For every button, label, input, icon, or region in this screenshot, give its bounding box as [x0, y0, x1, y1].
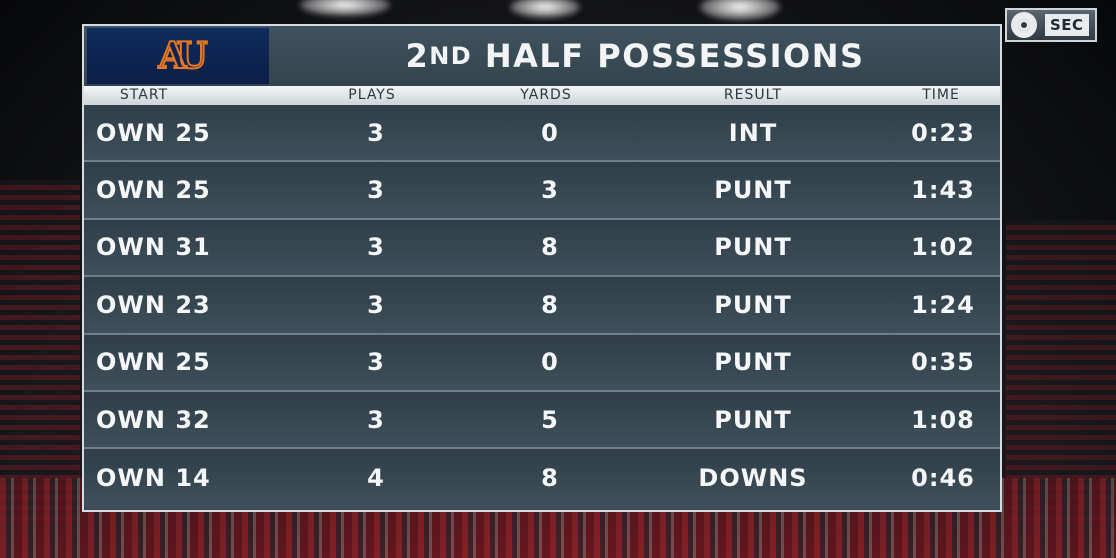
title-bar: AU 2 ND HALF POSSESSIONS — [84, 26, 1000, 86]
time-cell: 1:43 — [911, 176, 975, 205]
yards-cell: 8 — [541, 290, 559, 319]
time-cell: 1:08 — [911, 405, 975, 434]
start-cell: OWN 25 — [96, 348, 211, 377]
time-cell: 0:35 — [911, 348, 975, 377]
column-header-result: RESULT — [723, 87, 783, 103]
team-logo-text: AU — [157, 34, 208, 78]
stadium-light-flare — [300, 0, 390, 16]
start-cell: OWN 25 — [96, 176, 211, 205]
title-main: HALF POSSESSIONS — [484, 37, 865, 75]
crowd-left — [0, 180, 80, 520]
start-cell: OWN 32 — [96, 405, 211, 434]
yards-cell: 8 — [541, 233, 559, 262]
result-cell: PUNT — [714, 233, 792, 262]
plays-cell: 3 — [367, 233, 385, 262]
plays-cell: 3 — [367, 348, 385, 377]
result-cell: INT — [728, 118, 778, 147]
time-cell: 0:23 — [911, 118, 975, 147]
time-cell: 1:02 — [911, 233, 975, 262]
yards-cell: 5 — [541, 405, 559, 434]
possession-row: OWN 25 3 0 PUNT 0:35 — [84, 334, 1000, 392]
yards-cell: 8 — [541, 464, 559, 493]
plays-cell: 3 — [367, 405, 385, 434]
stadium-light-flare — [700, 0, 780, 20]
result-cell: PUNT — [714, 176, 792, 205]
time-cell: 1:24 — [911, 290, 975, 319]
yards-cell: 0 — [541, 348, 559, 377]
possession-row: OWN 31 3 8 PUNT 1:02 — [84, 219, 1000, 278]
graphic-title: 2 ND HALF POSSESSIONS — [270, 26, 1000, 86]
result-cell: PUNT — [714, 405, 792, 434]
result-cell: DOWNS — [698, 464, 808, 493]
possession-row: OWN 23 3 8 PUNT 1:24 — [84, 277, 1000, 335]
result-cell: PUNT — [714, 290, 792, 319]
time-cell: 0:46 — [911, 464, 975, 493]
possession-row: OWN 32 3 5 PUNT 1:08 — [84, 391, 1000, 450]
start-cell: OWN 23 — [96, 290, 211, 319]
title-prefix: 2 — [405, 37, 430, 75]
start-cell: OWN 25 — [96, 118, 211, 147]
column-headers: START PLAYS YARDS RESULT TIME — [84, 86, 1000, 105]
network-bug-text: SEC — [1045, 14, 1089, 36]
possessions-graphic: AU 2 ND HALF POSSESSIONS START PLAYS YARD… — [82, 24, 1002, 512]
yards-cell: 0 — [541, 118, 559, 147]
column-header-plays: PLAYS — [348, 87, 396, 103]
possession-row: OWN 14 4 8 DOWNS 0:46 — [84, 449, 1000, 507]
plays-cell: 3 — [367, 290, 385, 319]
title-suffix: ND — [429, 42, 473, 70]
plays-cell: 4 — [367, 464, 385, 493]
column-header-start: START — [119, 87, 169, 103]
possession-row: OWN 25 3 3 PUNT 1:43 — [84, 162, 1000, 220]
start-cell: OWN 31 — [96, 233, 211, 262]
network-bug: SEC — [1005, 8, 1097, 42]
result-cell: PUNT — [714, 348, 792, 377]
plays-cell: 3 — [367, 118, 385, 147]
possession-row: OWN 25 3 0 INT 0:23 — [84, 105, 1000, 163]
crowd-right — [1006, 220, 1116, 520]
possessions-table: OWN 25 3 0 INT 0:23 OWN 25 3 3 PUNT 1:43… — [84, 105, 1000, 507]
start-cell: OWN 14 — [96, 464, 211, 493]
stadium-light-flare — [510, 0, 580, 18]
team-logo: AU — [87, 28, 269, 84]
column-header-time: TIME — [922, 87, 960, 103]
yards-cell: 3 — [541, 176, 559, 205]
cbs-eye-icon — [1011, 12, 1037, 38]
column-header-yards: YARDS — [520, 87, 572, 103]
plays-cell: 3 — [367, 176, 385, 205]
